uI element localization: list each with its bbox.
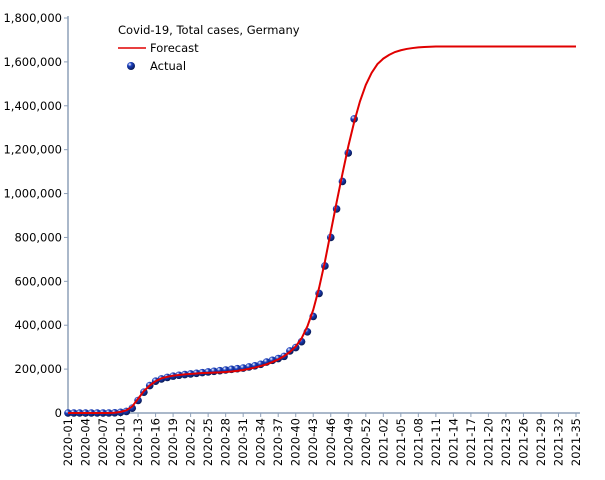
- x-tick-label: 2020-04: [79, 418, 93, 466]
- y-tick-label: 1,400,000: [3, 99, 62, 113]
- data-point: [128, 404, 137, 412]
- x-tick-label: 2020-01: [61, 418, 75, 466]
- x-tick-label: 2020-25: [201, 418, 215, 466]
- x-tick-label: 2021-23: [499, 418, 513, 466]
- y-tick-label: 800,000: [14, 230, 62, 244]
- x-tick-label: 2021-11: [429, 418, 443, 466]
- x-tick-label: 2020-10: [114, 418, 128, 466]
- x-tick-label: 2020-37: [271, 418, 285, 466]
- x-tick-label: 2020-52: [359, 418, 373, 466]
- x-tick-label: 2021-35: [569, 418, 583, 466]
- x-tick-label: 2020-28: [219, 418, 233, 466]
- x-tick-label: 2021-17: [464, 418, 478, 466]
- forecast-line: [68, 45, 576, 414]
- legend-marker: [127, 62, 135, 70]
- legend-label: Forecast: [150, 41, 199, 55]
- y-tick-label: 600,000: [14, 274, 62, 288]
- y-tick-label: 1,200,000: [3, 143, 62, 157]
- legend-title: Covid-19, Total cases, Germany: [118, 23, 300, 37]
- y-tick-label: 200,000: [14, 362, 62, 376]
- x-tick-label: 2020-19: [166, 418, 180, 466]
- x-tick-label: 2020-22: [184, 418, 198, 466]
- x-tick-label: 2020-31: [236, 418, 250, 466]
- x-tick-label: 2021-29: [534, 418, 548, 466]
- x-tick-label: 2020-43: [306, 418, 320, 466]
- x-tick-label: 2021-02: [376, 418, 390, 466]
- x-tick-label: 2020-40: [289, 418, 303, 466]
- x-tick-label: 2021-08: [411, 418, 425, 466]
- x-tick-label: 2020-07: [96, 418, 110, 466]
- y-tick-label: 1,800,000: [3, 11, 62, 25]
- x-tick-label: 2021-14: [446, 418, 460, 466]
- x-tick-label: 2021-26: [516, 418, 530, 466]
- x-tick-label: 2021-32: [551, 418, 565, 466]
- x-tick-label: 2020-49: [341, 418, 355, 466]
- x-tick-label: 2020-34: [254, 418, 268, 466]
- y-tick-label: 1,600,000: [3, 55, 62, 69]
- x-tick-label: 2020-13: [131, 418, 145, 466]
- y-tick-label: 1,000,000: [3, 187, 62, 201]
- x-tick-label: 2020-46: [324, 418, 338, 466]
- y-tick-label: 400,000: [14, 318, 62, 332]
- y-tick-label: 0: [55, 406, 62, 420]
- legend-label: Actual: [150, 59, 186, 73]
- x-tick-label: 2020-16: [149, 418, 163, 466]
- x-tick-label: 2021-20: [481, 418, 495, 466]
- x-tick-label: 2021-05: [394, 418, 408, 466]
